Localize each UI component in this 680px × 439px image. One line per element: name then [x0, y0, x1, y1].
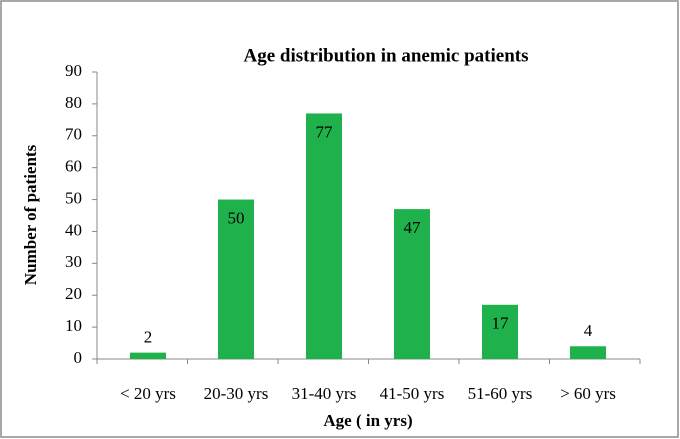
- x-tick-label: 31-40 yrs: [292, 384, 357, 403]
- y-tick-label: 0: [74, 348, 83, 367]
- y-tick-label: 70: [65, 125, 82, 144]
- x-tick-label: > 60 yrs: [560, 384, 616, 403]
- chart-title: Age distribution in anemic patients: [243, 45, 528, 66]
- y-tick-label: 40: [65, 220, 82, 239]
- bar: [482, 304, 518, 359]
- data-label: 47: [404, 218, 422, 237]
- x-axis-title: Age ( in yrs): [323, 411, 412, 430]
- x-tick-label: 20-30 yrs: [204, 384, 269, 403]
- data-label: 50: [228, 208, 245, 227]
- y-tick-label: 50: [65, 188, 82, 207]
- y-tick-label: 20: [65, 284, 82, 303]
- bar: [218, 199, 254, 359]
- data-label: 2: [144, 328, 153, 347]
- data-label: 17: [492, 314, 510, 333]
- data-label: 4: [584, 321, 593, 340]
- y-tick-label: 10: [65, 316, 82, 335]
- bar: [306, 113, 342, 359]
- y-tick-label: 30: [65, 252, 82, 271]
- bar: [130, 352, 166, 359]
- y-tick-label: 90: [65, 61, 82, 80]
- bar: [570, 346, 606, 359]
- x-tick-label: < 20 yrs: [120, 384, 176, 403]
- x-tick-label: 51-60 yrs: [468, 384, 533, 403]
- data-label: 77: [316, 122, 334, 141]
- x-tick-label: 41-50 yrs: [380, 384, 445, 403]
- bar: [394, 209, 430, 359]
- y-tick-label: 80: [65, 93, 82, 112]
- y-axis-title: Number of patients: [21, 144, 40, 285]
- y-tick-label: 60: [65, 157, 82, 176]
